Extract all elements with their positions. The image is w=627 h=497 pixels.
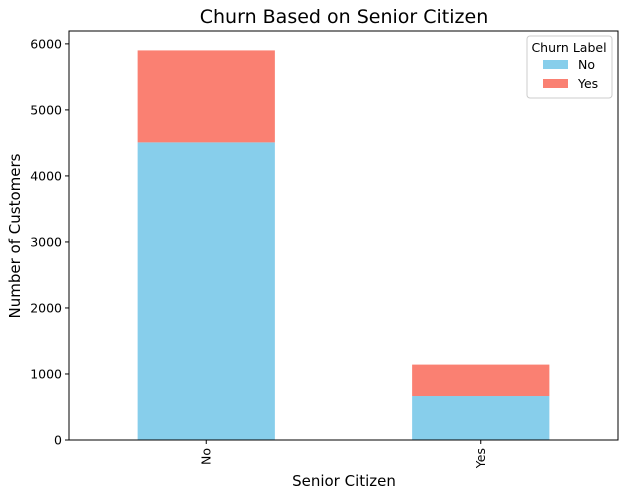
legend-label-no: No [578, 57, 595, 72]
bar-yes-yes [412, 364, 550, 397]
x-axis: No Yes [198, 440, 488, 469]
y-tick-label: 6000 [30, 36, 62, 51]
chart-title: Churn Based on Senior Citizen [200, 6, 489, 28]
y-tick-label: 1000 [30, 366, 62, 381]
bar-no-no [137, 142, 275, 441]
x-axis-label: Senior Citizen [292, 472, 396, 490]
y-tick-label: 2000 [30, 300, 62, 315]
y-tick-label: 0 [54, 433, 62, 448]
legend-swatch-yes [543, 79, 568, 88]
bar-yes-no [412, 396, 550, 440]
legend-swatch-no [543, 60, 568, 69]
y-axis: 0 1000 2000 3000 4000 5000 6000 [30, 36, 69, 448]
legend-title: Churn Label [531, 40, 606, 55]
plot-frame [68, 30, 619, 441]
x-tick-label: Yes [473, 448, 488, 469]
legend: Churn Label No Yes [526, 35, 613, 99]
legend-label-yes: Yes [577, 76, 598, 91]
y-tick-label: 3000 [30, 234, 62, 249]
y-axis-label: Number of Customers [6, 153, 24, 318]
bar-no-yes [137, 50, 275, 143]
y-tick-label: 4000 [30, 168, 62, 183]
x-tick-label: No [198, 448, 213, 465]
bars-layer [137, 50, 550, 441]
y-tick-label: 5000 [30, 102, 62, 117]
